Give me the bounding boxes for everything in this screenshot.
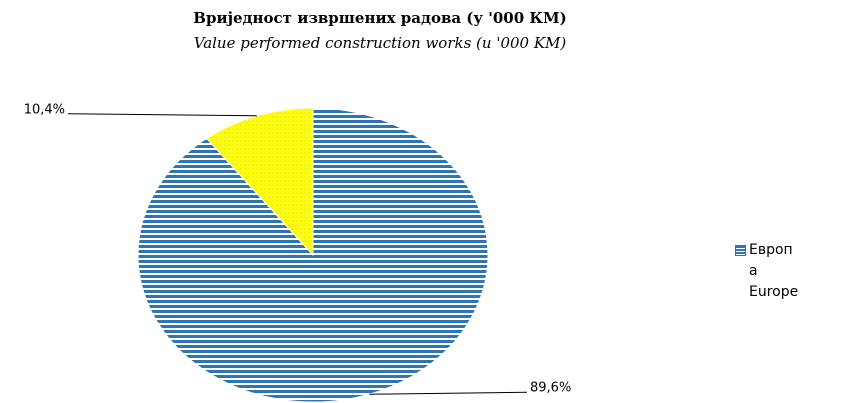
legend-swatch: [735, 245, 746, 256]
legend: Европа Europe: [735, 240, 801, 303]
legend-item: Европа Europe: [735, 240, 801, 303]
legend-label: Европа Europe: [749, 242, 799, 300]
chart-title: Вриједност извршених радова (у '000 КМ): [193, 9, 566, 27]
leader-line: [369, 391, 528, 395]
data-label: 10,4%: [24, 102, 65, 117]
data-label: 89,6%: [530, 381, 571, 396]
pie-slice: [205, 107, 314, 257]
chart-subtitle: Value performed construction works (u '0…: [194, 34, 567, 52]
leader-line: [67, 113, 257, 117]
